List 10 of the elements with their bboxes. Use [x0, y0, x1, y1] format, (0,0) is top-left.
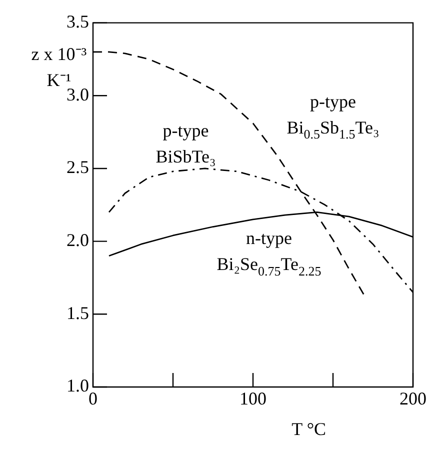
- y-tick-label: 3.5: [66, 12, 89, 32]
- x-tick-label: 200: [400, 388, 426, 409]
- y-tick-label: 1.5: [66, 302, 89, 323]
- x-tick-label: 100: [240, 388, 266, 409]
- x-axis-title: T °C: [292, 419, 326, 439]
- y-tick-label: 2.0: [66, 230, 89, 250]
- series-label: p-type BiSbTe₃: [156, 120, 216, 166]
- y-tick-label: 1.0: [66, 376, 89, 396]
- x-tick-label: 0: [88, 388, 98, 409]
- y-tick-label: 2.5: [66, 157, 89, 178]
